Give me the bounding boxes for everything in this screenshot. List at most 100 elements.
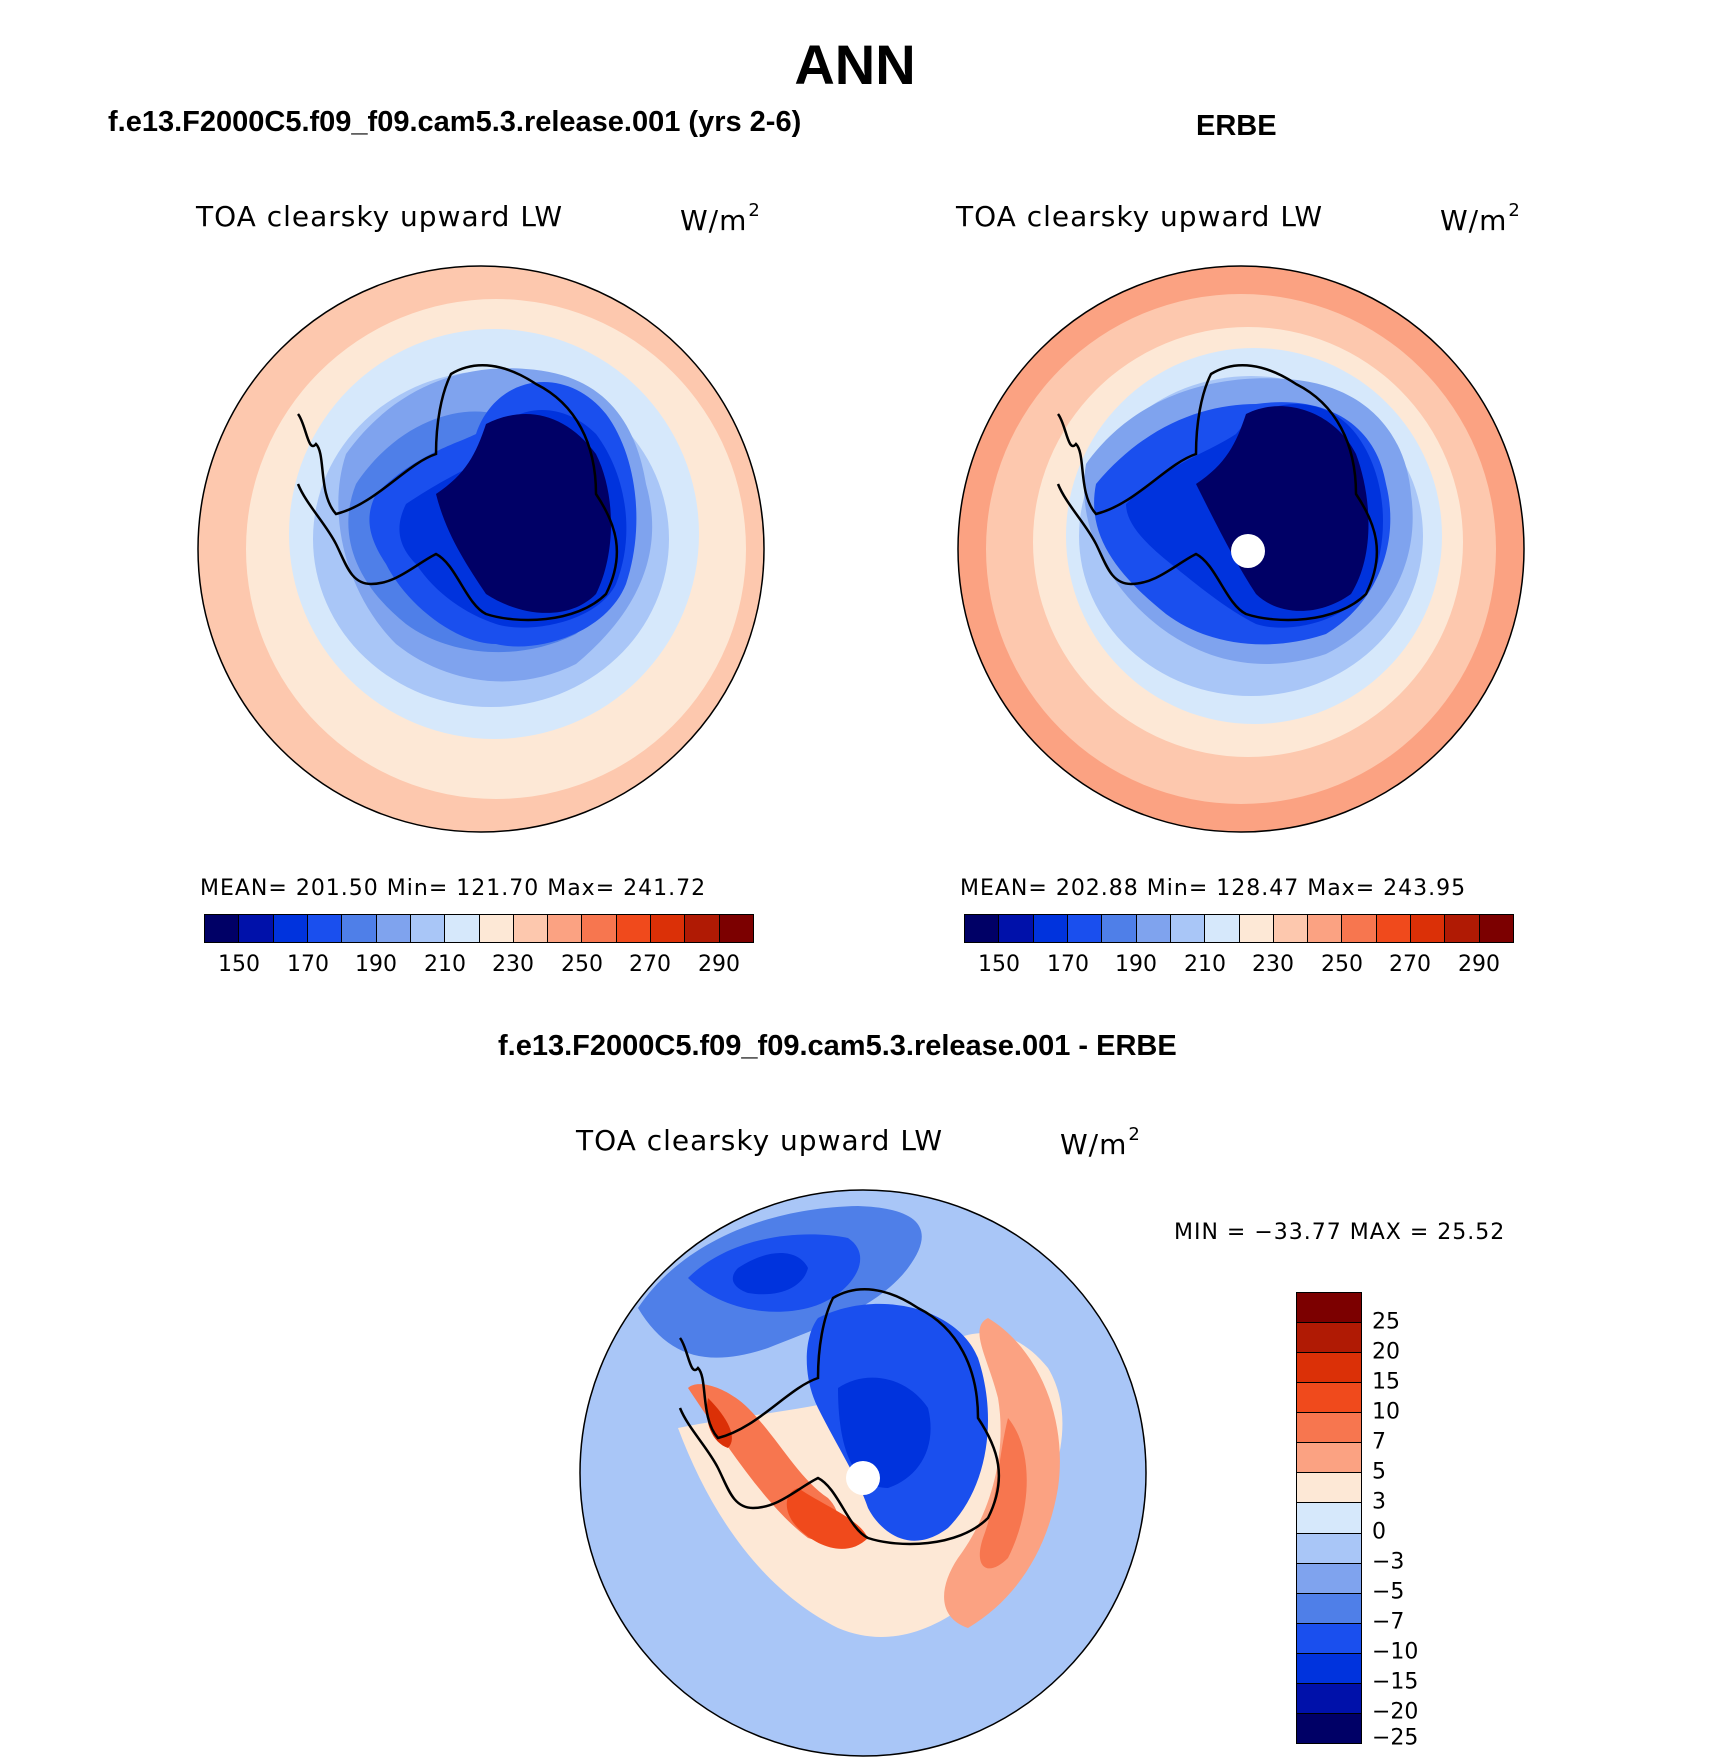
model-colorbar-tick: 250 <box>561 952 603 977</box>
model-colorbar-swatch <box>479 915 514 942</box>
model-stats: MEAN= 201.50 Min= 121.70 Max= 241.72 <box>200 876 707 901</box>
diff-polar-map <box>579 1189 1147 1757</box>
obs-colorbar-swatch <box>1308 915 1343 942</box>
model-field-label: TOA clearsky upward LW <box>196 200 564 233</box>
diff-colorbar-swatch <box>1297 1683 1361 1714</box>
model-colorbar-swatch <box>342 915 377 942</box>
diff-colorbar-tick: 0 <box>1372 1519 1386 1545</box>
model-colorbar-tick: 270 <box>629 952 671 977</box>
diff-coastline <box>678 1288 1001 1546</box>
model-colorbar <box>204 914 754 943</box>
obs-colorbar-tick: 270 <box>1389 952 1431 977</box>
obs-coastline <box>1056 364 1379 622</box>
diff-colorbar-swatch <box>1297 1353 1361 1384</box>
obs-colorbar-tick: 150 <box>978 952 1020 977</box>
model-units: W/m2 <box>680 200 761 237</box>
obs-colorbar-swatch <box>1376 915 1412 942</box>
obs-colorbar-swatch <box>1273 915 1309 942</box>
obs-colorbar-tick: 170 <box>1047 952 1089 977</box>
diff-colorbar-swatch <box>1297 1413 1361 1444</box>
obs-field-label: TOA clearsky upward LW <box>956 200 1324 233</box>
diff-colorbar-tick: 5 <box>1372 1459 1386 1485</box>
model-colorbar-swatch <box>273 915 308 942</box>
main-title: ANN <box>794 33 916 96</box>
diff-colorbar-tick: −20 <box>1372 1699 1419 1725</box>
model-colorbar-swatch <box>582 915 617 942</box>
model-core-low <box>436 414 611 613</box>
model-colorbar-tick: 290 <box>698 952 740 977</box>
obs-colorbar-tick: 210 <box>1184 952 1226 977</box>
diff-colorbar-swatch <box>1297 1323 1361 1354</box>
diff-field-label: TOA clearsky upward LW <box>576 1124 944 1157</box>
obs-colorbar-swatch <box>1033 915 1068 942</box>
obs-colorbar-swatch <box>1411 915 1446 942</box>
obs-colorbar-tick: 190 <box>1115 952 1157 977</box>
diff-colorbar-swatch <box>1297 1443 1361 1474</box>
obs-colorbar-swatch <box>1445 915 1480 942</box>
model-polar-map <box>197 265 765 833</box>
diff-colorbar-swatch <box>1297 1503 1361 1534</box>
model-colorbar-tick: 170 <box>287 952 329 977</box>
model-colorbar-swatch <box>651 915 686 942</box>
diff-colorbar-tick: 15 <box>1372 1369 1400 1395</box>
diff-colorbar-swatch <box>1297 1533 1361 1564</box>
diff-strong-negative-interior <box>838 1377 931 1488</box>
model-colorbar-swatch <box>205 915 240 942</box>
obs-colorbar-swatch <box>1342 915 1377 942</box>
diff-colorbar-tick: 7 <box>1372 1429 1386 1455</box>
diff-colorbar-tick: −3 <box>1372 1549 1405 1575</box>
obs-colorbar-tick: 250 <box>1321 952 1363 977</box>
model-colorbar-swatch <box>548 915 583 942</box>
model-colorbar-tick: 190 <box>355 952 397 977</box>
diff-strong-negative-north <box>732 1253 808 1295</box>
diff-pole-hole <box>846 1461 880 1495</box>
diff-colorbar-tick: 10 <box>1372 1399 1400 1425</box>
diff-panel-title: f.e13.F2000C5.f09_f09.cam5.3.release.001… <box>498 1030 1177 1062</box>
obs-panel-title: ERBE <box>1196 110 1277 142</box>
obs-colorbar-swatch <box>1136 915 1171 942</box>
diff-colorbar-tick: −10 <box>1372 1639 1419 1665</box>
obs-colorbar-tick: 290 <box>1458 952 1500 977</box>
diff-colorbar-tick: 25 <box>1372 1309 1400 1335</box>
model-colorbar-swatch <box>307 915 343 942</box>
obs-colorbar-tick: 230 <box>1252 952 1294 977</box>
diff-colorbar-swatch <box>1297 1593 1361 1624</box>
diff-colorbar-swatch <box>1297 1563 1361 1594</box>
model-map-boundary <box>197 265 765 833</box>
diff-colorbar <box>1296 1292 1362 1744</box>
obs-colorbar-swatch <box>1102 915 1137 942</box>
model-colorbar-tick: 230 <box>492 952 534 977</box>
model-coastline <box>296 364 619 622</box>
obs-colorbar-swatch <box>965 915 1000 942</box>
obs-colorbar-swatch <box>1479 915 1513 942</box>
obs-polar-map <box>957 265 1525 833</box>
obs-colorbar-swatch <box>1067 915 1103 942</box>
diff-colorbar-swatch <box>1297 1713 1361 1743</box>
obs-pole-hole <box>1231 534 1265 568</box>
diff-colorbar-swatch <box>1297 1623 1361 1654</box>
diff-colorbar-swatch <box>1297 1383 1361 1414</box>
diff-colorbar-swatch <box>1297 1653 1361 1684</box>
diff-colorbar-tick: −25 <box>1372 1725 1419 1751</box>
obs-map-boundary <box>957 265 1525 833</box>
diff-units: W/m2 <box>1060 1124 1141 1161</box>
diff-colorbar-tick: −7 <box>1372 1609 1405 1635</box>
model-colorbar-swatch <box>239 915 274 942</box>
diff-colorbar-swatch <box>1297 1473 1361 1504</box>
model-colorbar-swatch <box>445 915 480 942</box>
obs-colorbar <box>964 914 1514 943</box>
obs-colorbar-swatch <box>999 915 1034 942</box>
diff-positive-core-east <box>979 1418 1027 1569</box>
diff-colorbar-tick: −15 <box>1372 1669 1419 1695</box>
obs-colorbar-swatch <box>1170 915 1206 942</box>
model-colorbar-swatch <box>719 915 753 942</box>
model-colorbar-swatch <box>685 915 720 942</box>
diff-colorbar-swatch <box>1297 1293 1361 1324</box>
obs-colorbar-swatch <box>1205 915 1240 942</box>
diff-colorbar-tick: 3 <box>1372 1489 1386 1515</box>
diff-stats: MIN = −33.77 MAX = 25.52 <box>1174 1220 1506 1245</box>
diff-positive-ross <box>786 1488 868 1549</box>
model-colorbar-tick: 150 <box>218 952 260 977</box>
model-panel-title: f.e13.F2000C5.f09_f09.cam5.3.release.001… <box>108 106 802 138</box>
obs-units: W/m2 <box>1440 200 1521 237</box>
